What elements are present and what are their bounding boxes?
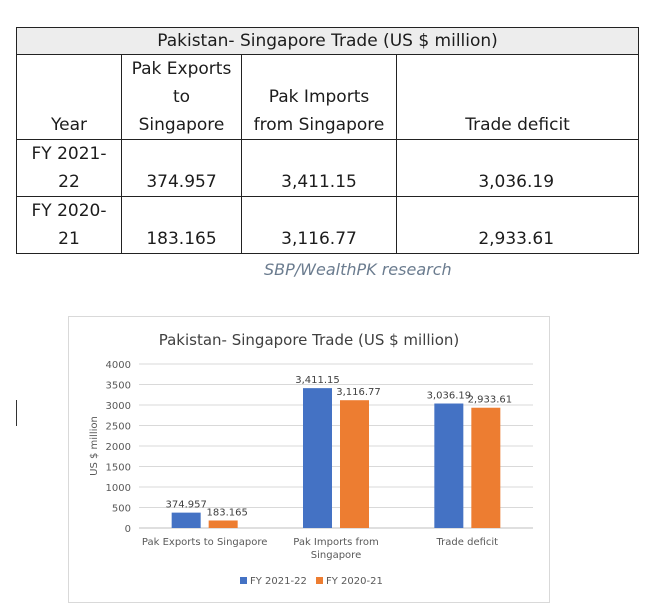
- header-imports-line: from Singapore: [253, 115, 385, 135]
- bar: [208, 520, 238, 528]
- row-year: FY 2020- 21: [16, 196, 122, 254]
- x-tick-label: Singapore: [311, 550, 361, 561]
- header-exports-line: Pak Exports: [131, 59, 232, 79]
- header-imports-line: Pak Imports: [268, 87, 370, 107]
- bar: [471, 407, 501, 528]
- data-label: 374.957: [165, 500, 206, 511]
- table-row: FY 2021- 22 374.957 3,411.15 3,036.19: [16, 139, 640, 197]
- data-label: 2,933.61: [468, 395, 513, 406]
- header-imports: Pak Imports from Singapore: [241, 54, 397, 140]
- y-tick-label: 4000: [106, 360, 131, 371]
- y-tick-label: 3500: [106, 381, 131, 392]
- data-label: 3,036.19: [427, 391, 472, 402]
- bar: [303, 388, 332, 528]
- y-tick-label: 0: [125, 524, 131, 535]
- legend-swatch: [240, 577, 247, 584]
- row-imports: 3,116.77: [241, 196, 397, 254]
- row-exports: 374.957: [121, 139, 242, 197]
- bar-chart: Pakistan- Singapore Trade (US $ million)…: [89, 331, 533, 587]
- x-tick-label: Pak Imports from: [293, 537, 379, 548]
- legend-label: FY 2021-22: [250, 576, 307, 587]
- header-exports: Pak Exports to Singapore: [121, 54, 242, 140]
- row-year-line: FY 2021-: [31, 144, 107, 164]
- bar: [434, 403, 464, 528]
- y-tick-label: 2000: [106, 442, 131, 453]
- data-label: 183.165: [206, 507, 247, 518]
- trade-table: Pakistan- Singapore Trade (US $ million)…: [15, 27, 640, 254]
- row-year-line: 22: [58, 172, 80, 192]
- bar: [340, 400, 369, 528]
- row-year-line: 21: [58, 229, 80, 249]
- header-exports-line: Singapore: [138, 115, 225, 135]
- header-deficit: Trade deficit: [395, 54, 640, 140]
- table-row: FY 2020- 21 183.165 3,116.77 2,933.61: [16, 196, 640, 254]
- text-cursor: [16, 400, 17, 426]
- data-label: 3,116.77: [336, 387, 381, 398]
- header-year: Year: [16, 54, 122, 140]
- y-axis-title: US $ million: [89, 416, 100, 476]
- y-tick-label: 1500: [106, 463, 131, 474]
- x-tick-label: Pak Exports to Singapore: [142, 537, 267, 548]
- row-deficit: 2,933.61: [395, 196, 640, 254]
- legend-label: FY 2020-21: [326, 576, 383, 587]
- row-year-line: FY 2020-: [31, 201, 107, 221]
- row-imports: 3,411.15: [241, 139, 397, 197]
- x-tick-label: Trade deficit: [436, 537, 499, 548]
- legend-swatch: [316, 577, 323, 584]
- y-tick-label: 500: [112, 504, 131, 515]
- row-year: FY 2021- 22: [16, 139, 122, 197]
- y-tick-label: 2500: [106, 422, 131, 433]
- bar: [171, 512, 201, 528]
- data-label: 3,411.15: [295, 375, 340, 386]
- source-note: SBP/WealthPK research: [264, 260, 452, 279]
- header-exports-line: to: [172, 87, 191, 107]
- y-tick-label: 3000: [106, 401, 131, 412]
- row-exports: 183.165: [121, 196, 242, 254]
- row-deficit: 3,036.19: [395, 139, 640, 197]
- chart-frame: Pakistan- Singapore Trade (US $ million)…: [68, 316, 550, 603]
- table-title: Pakistan- Singapore Trade (US $ million): [15, 27, 640, 55]
- y-tick-label: 1000: [106, 483, 131, 494]
- chart-title: Pakistan- Singapore Trade (US $ million): [159, 331, 460, 349]
